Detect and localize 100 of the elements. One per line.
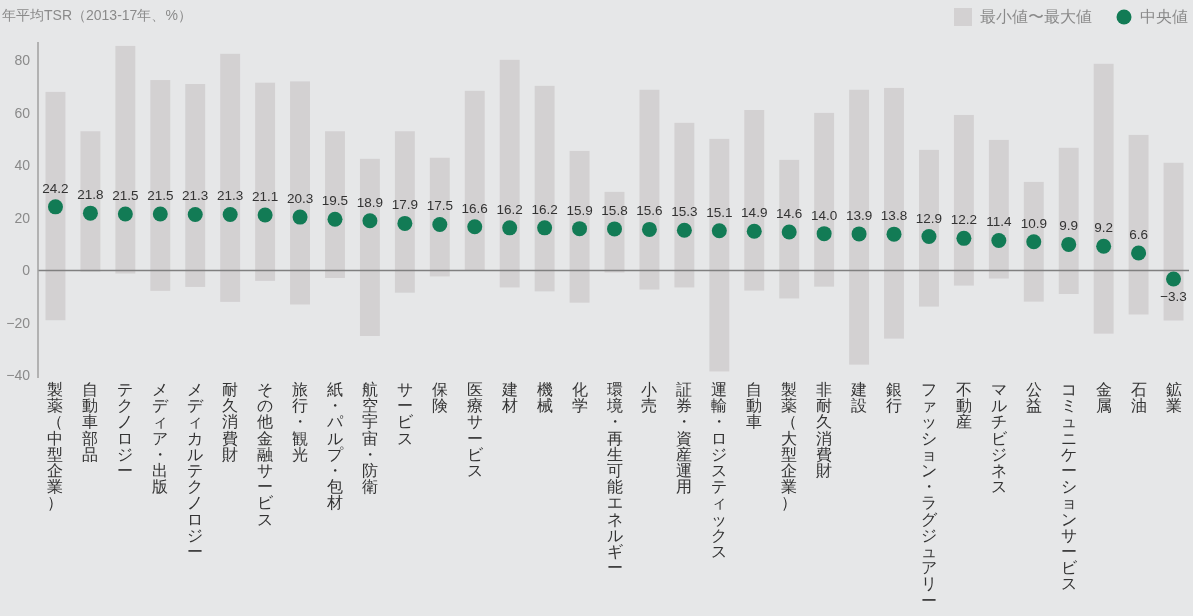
data-label: 10.9	[1020, 215, 1047, 231]
data-label: 17.5	[426, 198, 453, 214]
data-label: 6.6	[1129, 227, 1148, 243]
x-tick-label: 製薬（中型企業）	[47, 381, 64, 512]
bar	[45, 91, 66, 321]
data-label: 15.8	[601, 202, 628, 218]
data-label: 21.1	[251, 188, 279, 204]
x-tick-label: メディア・出版	[152, 381, 169, 496]
bar	[709, 138, 730, 372]
x-tick-label: 耐久消費財	[222, 381, 239, 463]
bar	[1093, 63, 1114, 334]
x-tick-label: コミュニケーションサービス	[1060, 381, 1077, 593]
y-tick-label: 40	[14, 157, 31, 174]
y-tick-label: 20	[14, 209, 31, 226]
data-label: 15.1	[706, 204, 733, 220]
x-tick-label: 化学	[571, 381, 588, 415]
point	[327, 211, 343, 227]
x-tick-label: 自動車部品	[82, 381, 99, 463]
data-label: 14.6	[776, 206, 803, 222]
x-tick-label: 環境・再生可能エネルギー	[606, 381, 623, 577]
bar	[80, 131, 101, 272]
point	[1096, 238, 1112, 254]
x-tick-label: 金属	[1095, 381, 1112, 415]
point	[47, 199, 63, 215]
data-label: 9.2	[1094, 220, 1114, 236]
x-tick-label: 航空宇宙・防衛	[361, 381, 378, 496]
x-tick-label: メディカルテクノロジー	[187, 381, 204, 560]
y-tick-label: −40	[6, 367, 31, 384]
x-tick-label: テクノロジー	[117, 381, 134, 479]
point	[82, 205, 98, 221]
bar	[1058, 147, 1079, 294]
x-tick-label: 自動車	[746, 381, 763, 431]
x-tick-label: 小売	[641, 381, 658, 415]
point	[222, 206, 238, 222]
point	[991, 232, 1007, 248]
data-label: 14.9	[741, 205, 768, 221]
bar	[674, 122, 695, 288]
bar	[639, 89, 660, 290]
data-label: 16.6	[461, 200, 488, 216]
data-label: −3.3	[1160, 289, 1187, 305]
point	[641, 221, 657, 237]
data-label: 16.2	[496, 201, 523, 217]
bar	[779, 159, 800, 299]
x-tick-label: 保険	[431, 381, 448, 415]
x-tick-label: 機械	[536, 381, 553, 415]
point	[921, 229, 937, 245]
bar	[499, 59, 520, 288]
x-tick-label: その他金融サービス	[257, 381, 274, 528]
point	[746, 223, 762, 239]
y-tick-label: 80	[14, 52, 31, 69]
point	[502, 220, 518, 236]
bar	[744, 109, 765, 291]
data-label: 17.9	[391, 197, 418, 213]
x-tick-label: 運輸・ロジスティックス	[711, 381, 728, 560]
point	[117, 206, 133, 222]
point	[537, 220, 553, 236]
data-label: 11.4	[986, 214, 1012, 230]
x-tick-label: マルチビジネス	[990, 381, 1007, 496]
point	[1166, 271, 1182, 287]
bar	[814, 112, 835, 287]
point	[572, 221, 588, 237]
point	[956, 230, 972, 246]
point	[781, 224, 797, 240]
data-label: 15.6	[636, 203, 663, 219]
point	[816, 226, 832, 242]
x-tick-label: 旅行・観光	[292, 381, 309, 463]
x-tick-label: 証券・資産運用	[676, 381, 693, 496]
data-label: 21.3	[217, 188, 244, 204]
data-label: 18.9	[356, 194, 384, 210]
data-label: 15.3	[671, 204, 698, 220]
x-tick-label: 建設	[851, 381, 868, 415]
point	[467, 219, 483, 235]
point	[362, 213, 378, 229]
data-label: 12.2	[950, 212, 978, 228]
bar	[1128, 134, 1149, 315]
data-label: 15.9	[566, 202, 593, 218]
point	[607, 221, 622, 237]
data-label: 13.8	[880, 208, 908, 224]
legend-label: 中央値	[1140, 8, 1188, 25]
point	[257, 207, 273, 223]
point	[851, 226, 867, 242]
x-tick-label: 建材	[501, 381, 518, 415]
data-label: 21.3	[182, 188, 209, 204]
x-tick-label: サービス	[396, 381, 413, 447]
bar	[988, 139, 1009, 279]
point	[1061, 236, 1077, 252]
y-axis-title: 年平均TSR（2013-17年、%）	[2, 7, 192, 23]
point	[711, 223, 727, 239]
data-label: 20.3	[286, 191, 314, 207]
y-tick-label: −20	[6, 314, 31, 331]
y-tick-label: 0	[22, 262, 31, 279]
data-label: 14.0	[811, 207, 838, 223]
data-label: 19.5	[321, 193, 349, 209]
x-tick-label: 製薬（大型企業）	[781, 381, 798, 512]
data-label: 12.9	[915, 210, 943, 226]
y-tick-label: 60	[14, 104, 31, 121]
bar	[115, 45, 136, 274]
x-tick-label: 不動産	[955, 381, 972, 431]
data-label: 9.9	[1059, 218, 1079, 234]
data-label: 16.2	[531, 201, 558, 217]
